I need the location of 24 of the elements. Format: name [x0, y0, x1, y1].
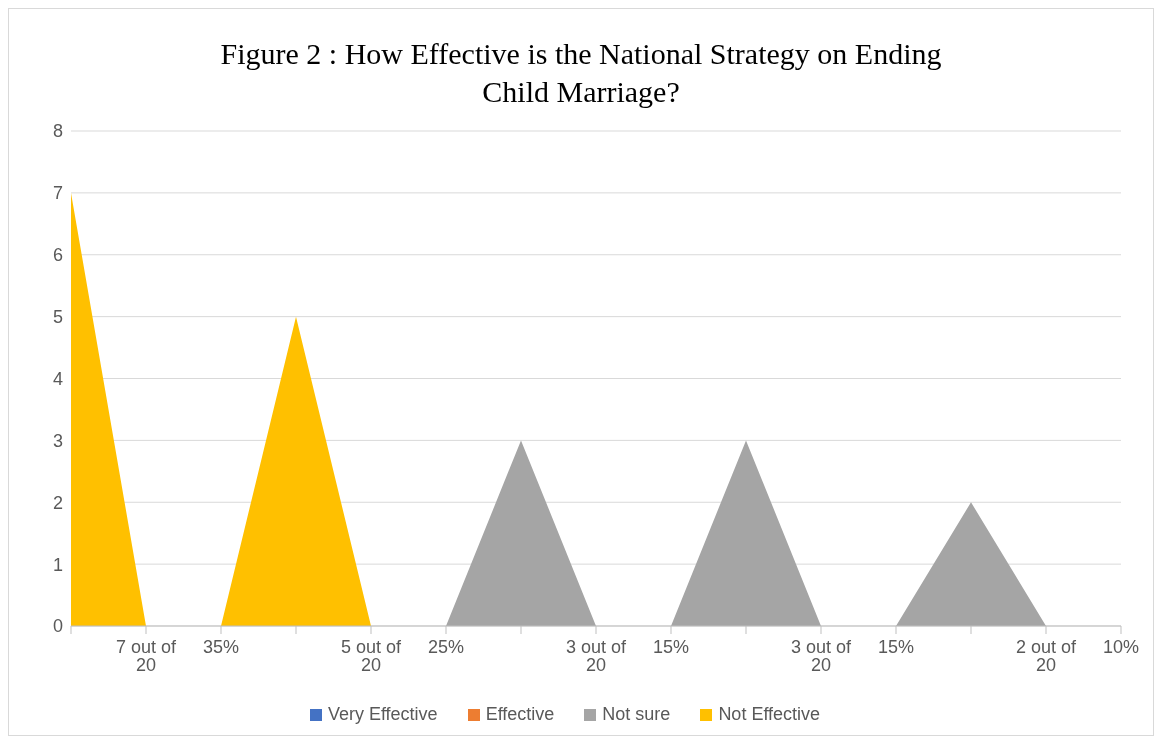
- y-tick-label: 2: [52, 492, 63, 513]
- y-tick-label: 8: [52, 121, 63, 142]
- chart-title: Figure 2 : How Effective is the National Strategy on Ending Child Marriage?: [219, 36, 943, 110]
- legend-label: Not sure: [602, 704, 671, 725]
- y-tick-label: 7: [52, 183, 63, 204]
- y-tick-label: 5: [52, 307, 63, 328]
- x-tick-label: 25%: [427, 636, 465, 657]
- legend-label: Very Effective: [327, 704, 438, 725]
- y-tick-label: 1: [52, 554, 63, 575]
- y-tick-label: 6: [52, 245, 63, 266]
- x-tick-label: 5 out of 20: [340, 636, 403, 675]
- legend-label: Not Effective: [718, 704, 821, 725]
- x-tick-label: 3 out of 20: [790, 636, 853, 675]
- x-tick-label: 3 out of 20: [565, 636, 628, 675]
- y-tick-label: 3: [52, 430, 63, 451]
- y-tick-label: 4: [52, 368, 63, 389]
- x-tick-label: 7 out of 20: [115, 636, 178, 675]
- x-tick-label: 15%: [652, 636, 690, 657]
- x-tick-label: 35%: [202, 636, 240, 657]
- x-tick-label: 2 out of 20: [1015, 636, 1078, 675]
- legend-label: Effective: [485, 704, 555, 725]
- x-tick-label: 15%: [877, 636, 915, 657]
- x-tick-label: 10%: [1102, 636, 1140, 657]
- y-tick-label: 0: [52, 616, 63, 637]
